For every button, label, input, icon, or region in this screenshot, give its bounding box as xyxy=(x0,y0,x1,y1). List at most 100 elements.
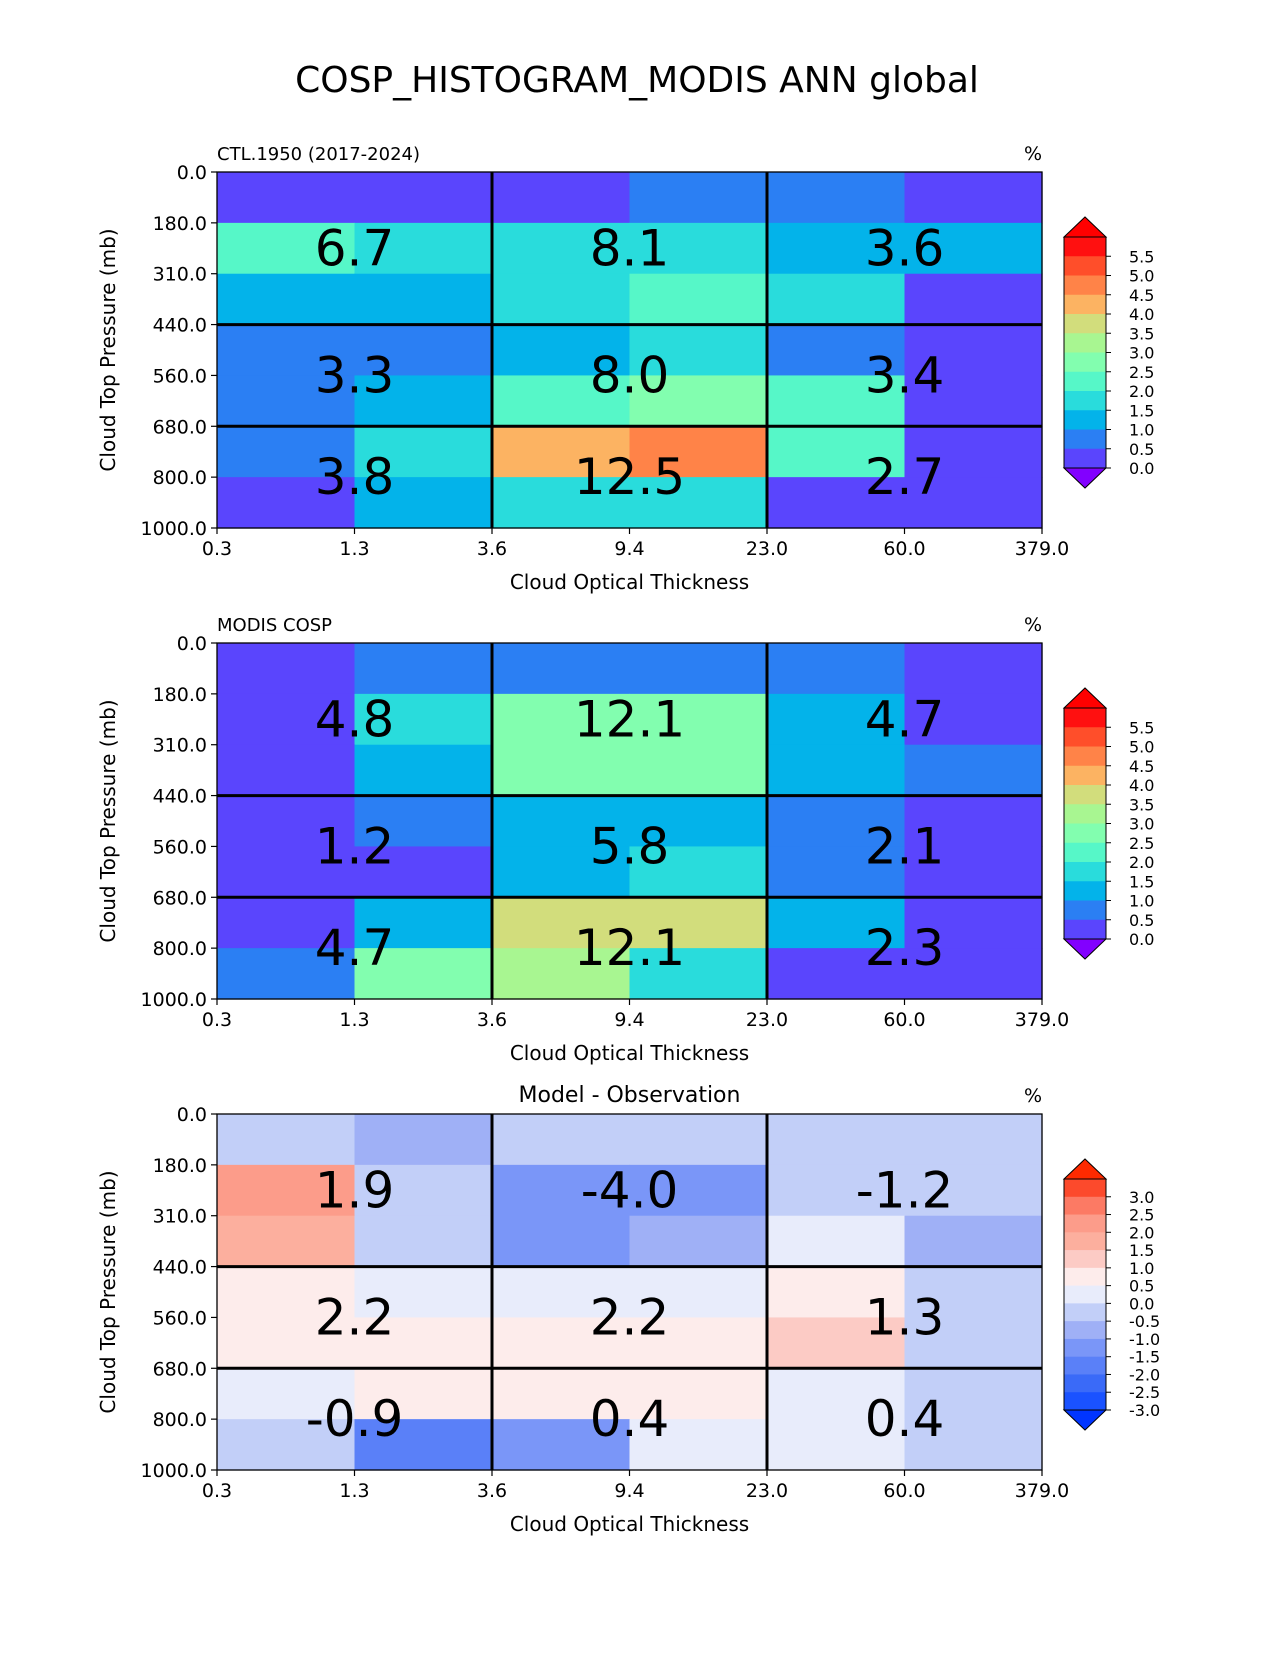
heatmap-cell xyxy=(629,426,768,478)
heatmap-cell xyxy=(354,693,493,746)
y-tick-label: 560.0 xyxy=(153,836,207,858)
heatmap-cell xyxy=(767,172,906,224)
heatmap-cell xyxy=(904,222,1043,275)
colorbar-segment xyxy=(1064,842,1106,863)
heatmap-cell xyxy=(354,1215,493,1268)
colorbar-segment xyxy=(1064,1392,1106,1411)
heatmap-cell xyxy=(354,795,493,848)
colorbar-segment xyxy=(1064,448,1106,469)
heatmap-cell xyxy=(217,477,356,529)
heatmap-cell xyxy=(217,846,356,898)
x-tick-label: 23.0 xyxy=(746,538,788,560)
x-tick-label: 379.0 xyxy=(1015,1480,1069,1502)
heatmap-cell xyxy=(629,273,768,326)
heatmap-cell xyxy=(217,324,356,377)
colorbar-segment xyxy=(1064,862,1106,882)
y-tick-label: 440.0 xyxy=(153,315,207,337)
heatmap-cell xyxy=(904,172,1043,224)
heatmap-cell xyxy=(629,693,768,746)
colorbar-segment xyxy=(1064,1232,1106,1251)
colorbar-segment xyxy=(1064,391,1106,411)
block-value-label: 5.8 xyxy=(590,817,670,875)
block-value-label: -1.2 xyxy=(856,1161,954,1219)
heatmap-cell xyxy=(217,643,356,695)
heatmap-cell xyxy=(904,426,1043,478)
colorbar-under-arrow xyxy=(1062,938,1108,960)
heatmap-cell xyxy=(217,375,356,427)
heatmap-cell xyxy=(354,375,493,427)
heatmap-cell xyxy=(217,693,356,746)
colorbar-tick-label: 4.0 xyxy=(1129,305,1154,324)
y-tick-label: 1000.0 xyxy=(141,518,207,540)
heatmap-cell xyxy=(492,795,631,848)
block-value-label: 4.8 xyxy=(315,690,395,748)
heatmap-cell xyxy=(767,744,906,797)
colorbar-tick-label: 5.5 xyxy=(1129,247,1154,266)
x-tick-label: 0.3 xyxy=(202,1480,232,1502)
heatmap-cell xyxy=(767,948,906,1000)
heatmap-cell xyxy=(904,273,1043,326)
x-tick-label: 0.3 xyxy=(202,1009,232,1031)
heatmap-cell xyxy=(354,172,493,224)
colorbar-segment xyxy=(1064,1214,1106,1233)
y-tick-label: 800.0 xyxy=(153,1409,207,1431)
heatmap-cell xyxy=(492,693,631,746)
colorbar-segment xyxy=(1064,804,1106,824)
colorbar-segment xyxy=(1064,1338,1106,1358)
heatmap-cell xyxy=(767,324,906,377)
colorbar-tick-label: 5.0 xyxy=(1129,267,1154,286)
heatmap-cell xyxy=(354,324,493,377)
colorbar-segment xyxy=(1064,1267,1106,1287)
heatmap-cell xyxy=(492,222,631,275)
heatmap-cell xyxy=(354,1114,493,1166)
heatmap-cell xyxy=(904,795,1043,848)
heatmap-cell xyxy=(629,1215,768,1268)
heatmap-cell xyxy=(629,172,768,224)
heatmap-cell xyxy=(217,1266,356,1319)
y-tick-label: 800.0 xyxy=(153,938,207,960)
heatmap-cell xyxy=(354,1368,493,1420)
colorbar-tick-label: 1.5 xyxy=(1129,401,1154,420)
block-value-label: 2.2 xyxy=(590,1288,670,1346)
heatmap-cell xyxy=(492,426,631,478)
block-value-label: 2.2 xyxy=(315,1288,395,1346)
block-value-label: 1.3 xyxy=(865,1288,945,1346)
x-tick-label: 60.0 xyxy=(883,1480,925,1502)
heatmap-cell xyxy=(492,897,631,949)
y-tick-label: 680.0 xyxy=(153,416,207,438)
colorbar-segment xyxy=(1064,708,1106,728)
colorbar-segment xyxy=(1064,237,1106,257)
heatmap-cell xyxy=(767,1215,906,1268)
heatmap-cell xyxy=(217,1114,356,1166)
colorbar-tick-label: 2.0 xyxy=(1129,1223,1154,1242)
heatmap-cell xyxy=(217,222,356,275)
heatmap-cell xyxy=(629,222,768,275)
y-tick-label: 0.0 xyxy=(177,162,207,184)
heatmap-cell xyxy=(217,172,356,224)
colorbar-tick-label: -0.5 xyxy=(1129,1312,1160,1331)
heatmap-cell xyxy=(217,1368,356,1420)
x-tick-label: 23.0 xyxy=(746,1009,788,1031)
heatmap-cell xyxy=(767,897,906,949)
heatmap-cell xyxy=(904,1368,1043,1420)
y-axis-label: Cloud Top Pressure (mb) xyxy=(96,228,120,471)
x-tick-label: 3.6 xyxy=(477,1480,507,1502)
heatmap-cell xyxy=(767,375,906,427)
heatmap-cell xyxy=(492,324,631,377)
heatmap-panel-1: 6.7 8.1 3.6 3.3 8.0 3.4 3.8 12.5 2.7 0.3 1.3 3.6 9.4… xyxy=(96,143,1154,594)
colorbar-tick-label: 2.5 xyxy=(1129,1206,1154,1225)
panel-title: MODIS COSP xyxy=(217,615,332,636)
colorbar-tick-label: 0.0 xyxy=(1129,1294,1154,1313)
x-tick-label: 9.4 xyxy=(614,1480,644,1502)
colorbar-tick-label: 1.5 xyxy=(1129,1241,1154,1260)
x-axis-label: Cloud Optical Thickness xyxy=(510,570,749,594)
heatmap-cell xyxy=(767,846,906,898)
heatmap-cell xyxy=(217,1419,356,1471)
heatmap-cell xyxy=(217,1317,356,1369)
block-value-label: 3.3 xyxy=(315,346,395,404)
y-axis-label: Cloud Top Pressure (mb) xyxy=(96,1170,120,1413)
x-tick-label: 1.3 xyxy=(339,1009,369,1031)
heatmap-cell xyxy=(492,172,631,224)
heatmap-cell xyxy=(767,1266,906,1319)
